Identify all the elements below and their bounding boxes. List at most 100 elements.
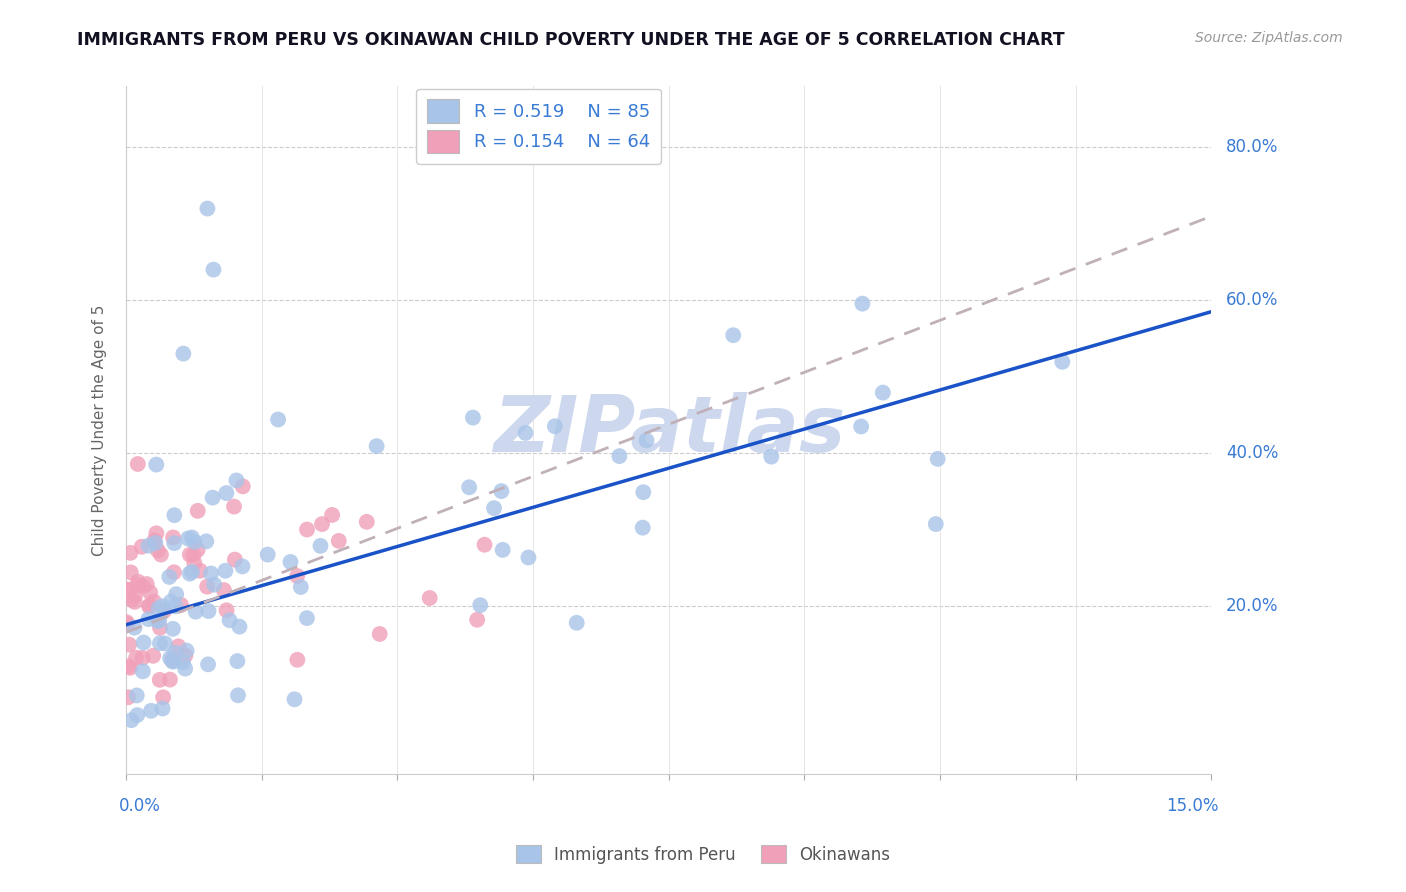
Point — [162, 655, 184, 669]
Point — [195, 580, 218, 594]
Point — [146, 614, 169, 628]
Text: ZIPatlas: ZIPatlas — [492, 392, 845, 468]
Point — [163, 566, 186, 580]
Point — [458, 480, 481, 494]
Point — [148, 601, 170, 615]
Point — [197, 604, 219, 618]
Point — [609, 449, 631, 463]
Point — [135, 577, 157, 591]
Point — [132, 579, 155, 593]
Point — [149, 636, 172, 650]
Point — [157, 570, 180, 584]
Point — [121, 593, 143, 607]
Point — [132, 665, 155, 679]
Point — [142, 648, 165, 663]
Point — [212, 583, 235, 598]
Point — [280, 555, 302, 569]
Point — [152, 701, 174, 715]
Point — [143, 533, 166, 548]
Point — [176, 643, 198, 657]
Point — [636, 434, 658, 448]
Point — [872, 385, 894, 400]
Point — [517, 550, 540, 565]
Point — [851, 296, 873, 310]
Point — [162, 622, 184, 636]
Point — [470, 598, 492, 612]
Point — [138, 599, 160, 614]
Point — [761, 450, 783, 464]
Point — [163, 536, 186, 550]
Point — [120, 566, 142, 580]
Point — [202, 577, 225, 591]
Point — [290, 580, 312, 594]
Point — [197, 657, 219, 672]
Point — [187, 542, 209, 557]
Point — [183, 548, 205, 562]
Point — [491, 484, 513, 499]
Point — [163, 508, 186, 523]
Point — [321, 508, 343, 522]
Text: Source: ZipAtlas.com: Source: ZipAtlas.com — [1195, 31, 1343, 45]
Point — [174, 648, 197, 663]
Point — [287, 653, 309, 667]
Text: 80.0%: 80.0% — [1226, 138, 1278, 156]
Point — [163, 646, 186, 660]
Point — [125, 650, 148, 665]
Point — [366, 439, 388, 453]
Point — [153, 636, 176, 650]
Point — [179, 566, 201, 581]
Point — [138, 599, 160, 613]
Point — [124, 621, 146, 635]
Point — [146, 543, 169, 558]
Point — [145, 526, 167, 541]
Point — [256, 548, 278, 562]
Point — [295, 611, 318, 625]
Point — [148, 614, 170, 628]
Point — [117, 690, 139, 705]
Point — [492, 542, 515, 557]
Point — [152, 690, 174, 705]
Text: 20.0%: 20.0% — [1226, 597, 1278, 615]
Point — [356, 515, 378, 529]
Point — [124, 595, 146, 609]
Point — [197, 202, 219, 216]
Point — [120, 546, 142, 560]
Point — [228, 620, 250, 634]
Point — [544, 419, 567, 434]
Point — [138, 612, 160, 626]
Point — [201, 491, 224, 505]
Point — [139, 585, 162, 599]
Point — [131, 651, 153, 665]
Point — [142, 594, 165, 608]
Y-axis label: Child Poverty Under the Age of 5: Child Poverty Under the Age of 5 — [93, 304, 107, 556]
Point — [160, 653, 183, 667]
Point — [115, 615, 138, 629]
Point — [170, 598, 193, 612]
Point — [283, 692, 305, 706]
Point — [117, 659, 139, 673]
Point — [117, 582, 139, 597]
Text: IMMIGRANTS FROM PERU VS OKINAWAN CHILD POVERTY UNDER THE AGE OF 5 CORRELATION CH: IMMIGRANTS FROM PERU VS OKINAWAN CHILD P… — [77, 31, 1064, 49]
Point — [633, 485, 655, 500]
Point — [153, 604, 176, 618]
Point — [117, 617, 139, 632]
Point — [177, 532, 200, 546]
Point — [195, 534, 218, 549]
Point — [482, 501, 505, 516]
Point — [218, 613, 240, 627]
Point — [139, 704, 162, 718]
Point — [419, 591, 441, 605]
Point — [120, 661, 142, 675]
Point — [179, 548, 201, 562]
Point — [117, 583, 139, 598]
Point — [118, 638, 141, 652]
Point — [295, 523, 318, 537]
Point — [723, 328, 745, 343]
Point — [849, 419, 872, 434]
Point — [927, 451, 949, 466]
Point — [461, 410, 484, 425]
Point — [232, 479, 254, 493]
Point — [127, 457, 149, 471]
Point — [152, 599, 174, 614]
Point — [172, 346, 194, 360]
